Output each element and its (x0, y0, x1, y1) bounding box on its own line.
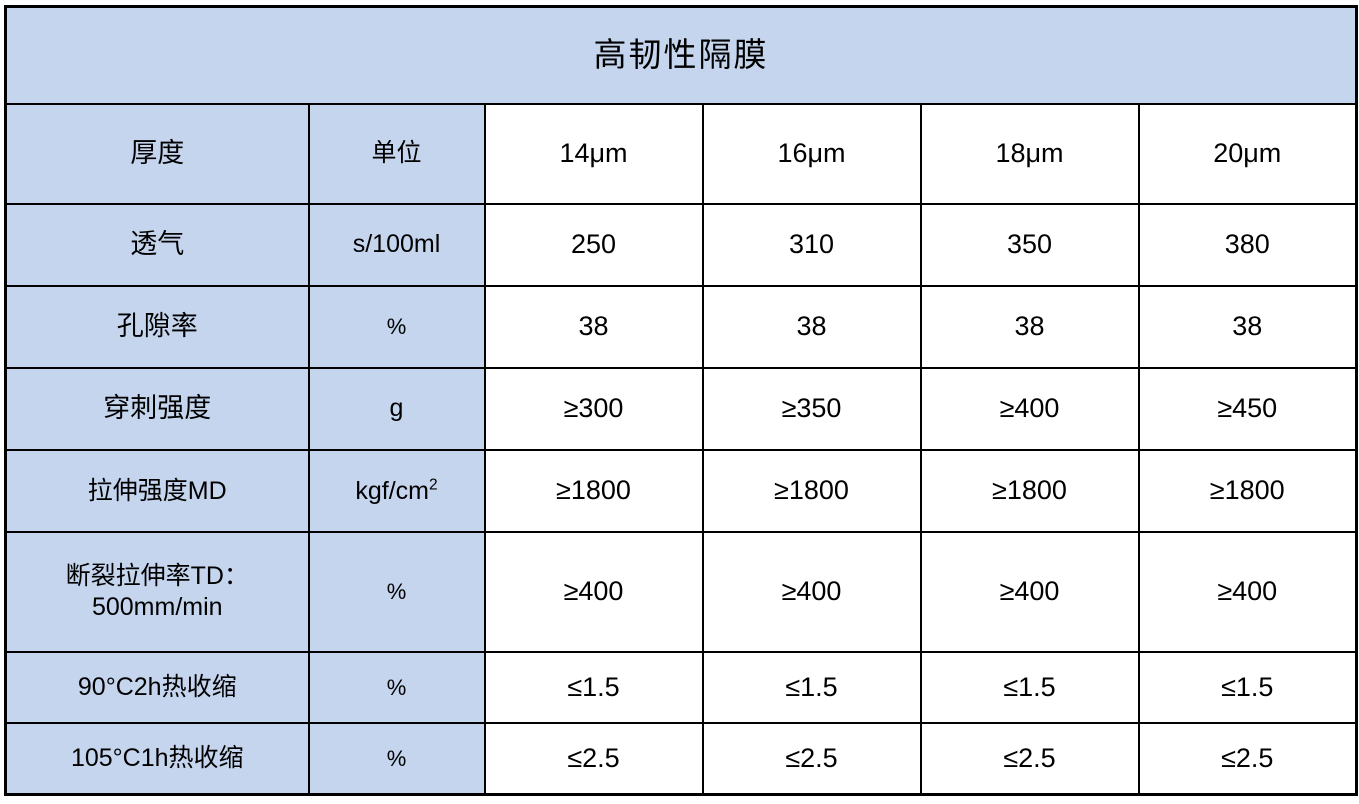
cell-thermal-shrinkage-105c-18um: ≤2.5 (919, 722, 1140, 796)
row-unit-porosity: % (307, 285, 486, 370)
table-title-row: 高韧性隔膜 (4, 5, 1358, 106)
cell-porosity-14um: 38 (483, 285, 704, 370)
table-header-row: 厚度 单位 14μm 16μm 18μm 20μm (4, 103, 1358, 206)
cell-thermal-shrinkage-105c-20um: ≤2.5 (1137, 722, 1358, 796)
row-label-porosity: 孔隙率 (4, 285, 310, 370)
cell-air-permeability-14um: 250 (483, 203, 704, 288)
header-thickness-16um: 16μm (701, 103, 922, 206)
cell-thermal-shrinkage-105c-14um: ≤2.5 (483, 722, 704, 796)
cell-air-permeability-20um: 380 (1137, 203, 1358, 288)
cell-porosity-20um: 38 (1137, 285, 1358, 370)
table-row: 拉伸强度MD kgf/cm2 ≥1800 ≥1800 ≥1800 ≥1800 (4, 449, 1358, 534)
row-unit-elongation-at-break-td: % (307, 531, 486, 654)
cell-puncture-strength-14um: ≥300 (483, 367, 704, 452)
label-line-2: 500mm/min (91, 593, 223, 622)
header-unit-label: 单位 (307, 103, 486, 206)
cell-thermal-shrinkage-105c-16um: ≤2.5 (701, 722, 922, 796)
table-row: 断裂拉伸率TD： 500mm/min % ≥400 ≥400 ≥400 ≥400 (4, 531, 1358, 654)
cell-puncture-strength-18um: ≥400 (919, 367, 1140, 452)
row-label-puncture-strength: 穿刺强度 (4, 367, 310, 452)
header-thickness-20um: 20μm (1137, 103, 1358, 206)
header-thickness-label: 厚度 (4, 103, 310, 206)
cell-elongation-at-break-td-20um: ≥400 (1137, 531, 1358, 654)
table-row: 孔隙率 % 38 38 38 38 (4, 285, 1358, 370)
cell-tensile-strength-md-20um: ≥1800 (1137, 449, 1358, 534)
cell-tensile-strength-md-14um: ≥1800 (483, 449, 704, 534)
cell-air-permeability-18um: 350 (919, 203, 1140, 288)
header-thickness-14um: 14μm (483, 103, 704, 206)
cell-tensile-strength-md-16um: ≥1800 (701, 449, 922, 534)
table-row: 穿刺强度 g ≥300 ≥350 ≥400 ≥450 (4, 367, 1358, 452)
cell-thermal-shrinkage-90c-18um: ≤1.5 (919, 651, 1140, 725)
cell-puncture-strength-20um: ≥450 (1137, 367, 1358, 452)
cell-thermal-shrinkage-90c-14um: ≤1.5 (483, 651, 704, 725)
table-row: 透气 s/100ml 250 310 350 380 (4, 203, 1358, 288)
unit-text: kgf/cm (355, 476, 429, 505)
table-row: 105°C1h热收缩 % ≤2.5 ≤2.5 ≤2.5 ≤2.5 (4, 722, 1358, 796)
row-label-air-permeability: 透气 (4, 203, 310, 288)
row-unit-tensile-strength-md: kgf/cm2 (307, 449, 486, 534)
row-label-thermal-shrinkage-105c: 105°C1h热收缩 (4, 722, 310, 796)
header-thickness-18um: 18μm (919, 103, 1140, 206)
cell-elongation-at-break-td-18um: ≥400 (919, 531, 1140, 654)
table-title: 高韧性隔膜 (4, 5, 1358, 106)
row-label-elongation-at-break-td: 断裂拉伸率TD： 500mm/min (4, 531, 310, 654)
cell-elongation-at-break-td-16um: ≥400 (701, 531, 922, 654)
cell-puncture-strength-16um: ≥350 (701, 367, 922, 452)
row-label-tensile-strength-md: 拉伸强度MD (4, 449, 310, 534)
label-line-1: 断裂拉伸率TD： (65, 562, 249, 591)
row-unit-puncture-strength: g (307, 367, 486, 452)
cell-elongation-at-break-td-14um: ≥400 (483, 531, 704, 654)
cell-air-permeability-16um: 310 (701, 203, 922, 288)
row-unit-thermal-shrinkage-90c: % (307, 651, 486, 725)
separator-spec-table: 高韧性隔膜 厚度 单位 14μm 16μm 18μm 20μm 透气 s/100… (4, 5, 1358, 796)
row-unit-thermal-shrinkage-105c: % (307, 722, 486, 796)
row-unit-air-permeability: s/100ml (307, 203, 486, 288)
cell-thermal-shrinkage-90c-16um: ≤1.5 (701, 651, 922, 725)
cell-porosity-16um: 38 (701, 285, 922, 370)
cell-tensile-strength-md-18um: ≥1800 (919, 449, 1140, 534)
row-label-thermal-shrinkage-90c: 90°C2h热收缩 (4, 651, 310, 725)
spec-sheet: 高韧性隔膜 厚度 单位 14μm 16μm 18μm 20μm 透气 s/100… (4, 5, 1358, 796)
table-row: 90°C2h热收缩 % ≤1.5 ≤1.5 ≤1.5 ≤1.5 (4, 651, 1358, 725)
unit-exponent: 2 (429, 476, 438, 494)
cell-thermal-shrinkage-90c-20um: ≤1.5 (1137, 651, 1358, 725)
cell-porosity-18um: 38 (919, 285, 1140, 370)
